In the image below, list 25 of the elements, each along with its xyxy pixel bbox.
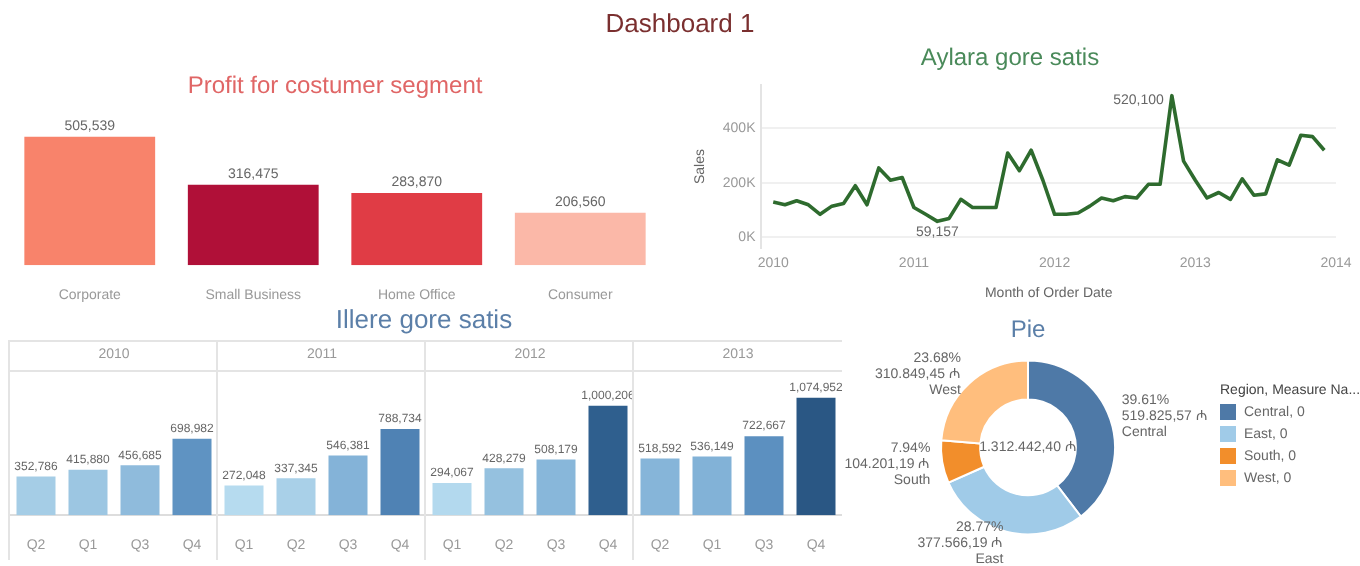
- bar: [68, 469, 108, 516]
- bar: [536, 459, 576, 516]
- text: Illere gore satis: [333, 302, 515, 338]
- bar: [224, 485, 264, 516]
- text: Dashboard 1: [605, 8, 755, 38]
- bar: [640, 458, 680, 516]
- bar: [24, 136, 156, 266]
- bar: [380, 428, 420, 516]
- bar: [276, 478, 316, 516]
- bar: [172, 438, 212, 516]
- bar: [328, 455, 368, 516]
- bar: [187, 184, 319, 266]
- bar: [588, 405, 628, 516]
- chart-title: Pie: [1010, 315, 1046, 344]
- bar: [351, 193, 483, 266]
- bar: [514, 212, 646, 266]
- bar: [796, 397, 836, 516]
- bar: [120, 465, 160, 516]
- bar: [744, 436, 784, 516]
- chart-title: Aylara gore satis: [920, 43, 1100, 72]
- bar: [692, 456, 732, 516]
- bar: [432, 483, 472, 516]
- chart-title: Profit for costumer segment: [187, 71, 484, 100]
- bar: [484, 468, 524, 516]
- bar: [16, 476, 56, 516]
